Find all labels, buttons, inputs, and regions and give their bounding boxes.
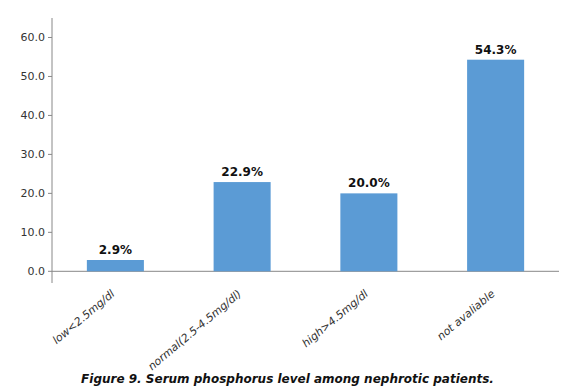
y-tick-label: 20.0	[21, 187, 46, 200]
data-label: 2.9%	[99, 243, 132, 257]
y-tick-label: 60.0	[21, 31, 46, 44]
bars	[87, 60, 524, 272]
y-tick	[48, 232, 52, 233]
data-label: 54.3%	[475, 43, 517, 57]
chart-container: 0.0 10.0 20.0 30.0 40.0 50.0 60.0 2.9% 22.9% 20.0…	[0, 0, 575, 391]
y-tick-label: 50.0	[21, 70, 46, 83]
x-tick-label: normal(2.5-4.5mg/dl)	[146, 287, 245, 373]
y-tick	[48, 271, 52, 272]
x-tick-label: low<2.5mg/dl	[50, 287, 117, 346]
y-tick-label: 0.0	[28, 265, 46, 278]
bar	[467, 60, 524, 272]
y-tick	[48, 115, 52, 116]
x-tick-label: not avaliable	[435, 287, 498, 343]
data-label: 22.9%	[221, 165, 263, 179]
y-tick	[48, 76, 52, 77]
data-label: 20.0%	[348, 176, 390, 190]
y-tick-label: 40.0	[21, 109, 46, 122]
bar	[214, 182, 271, 271]
bar	[87, 260, 144, 271]
y-tick	[48, 37, 52, 38]
y-tick	[48, 154, 52, 155]
x-tick-label: high>4.5mg/dl	[300, 287, 371, 350]
y-axis-line	[52, 18, 53, 283]
caption: Figure 9. Serum phosphorus level among n…	[81, 372, 494, 386]
y-tick-label: 30.0	[21, 148, 46, 161]
bar	[340, 193, 397, 271]
y-tick-label: 10.0	[21, 226, 46, 239]
chart-svg: 0.0 10.0 20.0 30.0 40.0 50.0 60.0 2.9% 22.9% 20.0…	[0, 0, 575, 391]
y-tick	[48, 193, 52, 194]
